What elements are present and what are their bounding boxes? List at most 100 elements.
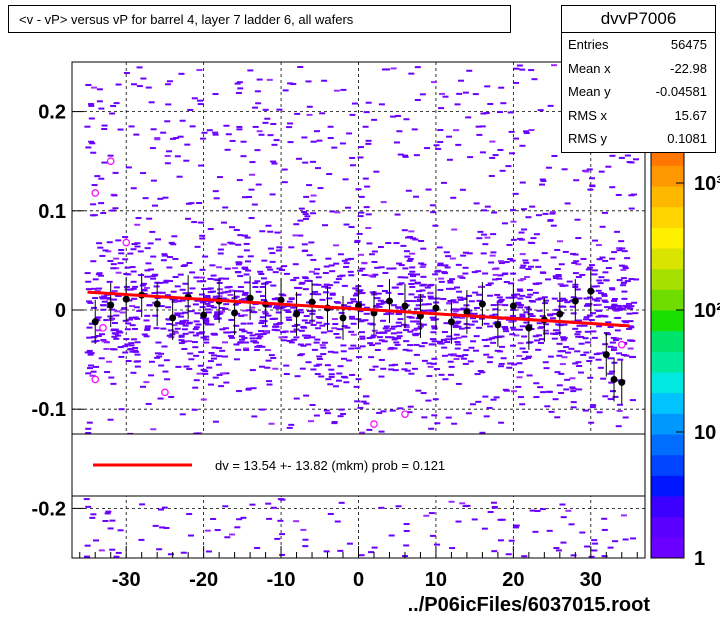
scatter-cell (264, 366, 271, 369)
scatter-cell (542, 329, 549, 332)
scatter-cell (465, 116, 472, 119)
y-tick-label: 0 (55, 300, 66, 322)
scatter-cell (222, 206, 229, 209)
scatter-cell (371, 118, 378, 121)
scatter-cell (301, 249, 308, 252)
scatter-cell (519, 266, 526, 269)
scatter-cell (240, 140, 247, 143)
scatter-cell (270, 357, 277, 360)
colorbar-cell (651, 496, 684, 518)
scatter-cell (524, 276, 531, 279)
scatter-cell (544, 405, 551, 408)
scatter-cell (363, 111, 370, 114)
scatter-cell (302, 161, 309, 164)
scatter-cell (603, 279, 610, 282)
scatter-cell (528, 299, 535, 302)
scatter-cell (444, 338, 451, 341)
scatter-cell (191, 341, 198, 344)
scatter-cell (123, 272, 130, 275)
scatter-cell (532, 291, 539, 294)
scatter-cell (323, 550, 330, 553)
scatter-cell (496, 303, 503, 306)
scatter-cell (470, 403, 477, 406)
scatter-cell (496, 300, 503, 303)
scatter-cell (457, 308, 464, 311)
scatter-cell (519, 315, 526, 318)
scatter-cell (628, 207, 635, 210)
scatter-cell (494, 293, 501, 296)
scatter-cell (516, 288, 523, 291)
scatter-cell (173, 137, 180, 140)
scatter-cell (487, 511, 494, 514)
scatter-cell (430, 343, 437, 346)
scatter-cell (416, 300, 423, 303)
scatter-cell (96, 88, 103, 91)
scatter-cell (621, 353, 628, 356)
scatter-cell (447, 360, 454, 363)
scatter-cell (518, 304, 525, 307)
scatter-cell (197, 364, 204, 367)
scatter-cell (318, 375, 325, 378)
scatter-cell (408, 230, 415, 233)
scatter-cell (240, 155, 247, 158)
colorbar-label: 10² (694, 300, 720, 322)
scatter-cell (296, 287, 303, 290)
scatter-cell (329, 210, 336, 213)
scatter-cell (235, 261, 242, 264)
scatter-cell (154, 356, 161, 359)
scatter-cell (280, 339, 287, 342)
scatter-cell (179, 299, 186, 302)
scatter-cell (491, 550, 498, 553)
scatter-cell (191, 408, 198, 411)
scatter-cell (107, 260, 114, 263)
scatter-cell (298, 311, 305, 314)
scatter-cell (333, 89, 340, 92)
scatter-cell (269, 260, 276, 263)
scatter-cell (472, 93, 479, 96)
scatter-cell (353, 385, 360, 388)
scatter-cell (238, 335, 245, 338)
scatter-cell (216, 176, 223, 179)
scatter-cell (477, 369, 484, 372)
scatter-cell (178, 335, 185, 338)
scatter-cell (122, 258, 129, 261)
scatter-cell (86, 367, 93, 370)
scatter-cell (401, 229, 408, 232)
scatter-cell (588, 555, 595, 558)
scatter-cell (462, 272, 469, 275)
scatter-cell (621, 290, 628, 293)
scatter-cell (101, 340, 108, 343)
scatter-cell (230, 331, 237, 334)
scatter-cell (106, 241, 113, 244)
scatter-cell (165, 318, 172, 321)
scatter-cell (105, 510, 112, 513)
scatter-cell (207, 360, 214, 363)
scatter-cell (229, 139, 236, 142)
scatter-cell (266, 380, 273, 383)
scatter-cell (207, 228, 214, 231)
scatter-cell (529, 509, 536, 512)
profile-point (478, 300, 486, 308)
scatter-cell (555, 549, 562, 552)
scatter-cell (123, 338, 130, 341)
scatter-cell (397, 153, 404, 156)
scatter-cell (486, 338, 493, 341)
scatter-cell (115, 334, 122, 337)
scatter-cell (512, 192, 519, 195)
scatter-cell (101, 127, 108, 130)
scatter-cell (438, 373, 445, 376)
scatter-cell (482, 243, 489, 246)
scatter-cell (426, 362, 433, 365)
scatter-cell (196, 202, 203, 205)
scatter-cell (259, 316, 266, 319)
scatter-cell (88, 140, 95, 143)
scatter-cell (619, 247, 626, 250)
scatter-cell (549, 212, 556, 215)
scatter-cell (523, 261, 530, 264)
scatter-cell (178, 334, 185, 337)
scatter-cell (462, 354, 469, 357)
scatter-cell (100, 212, 107, 215)
scatter-cell (117, 346, 124, 349)
scatter-cell (414, 281, 421, 284)
scatter-cell (474, 373, 481, 376)
